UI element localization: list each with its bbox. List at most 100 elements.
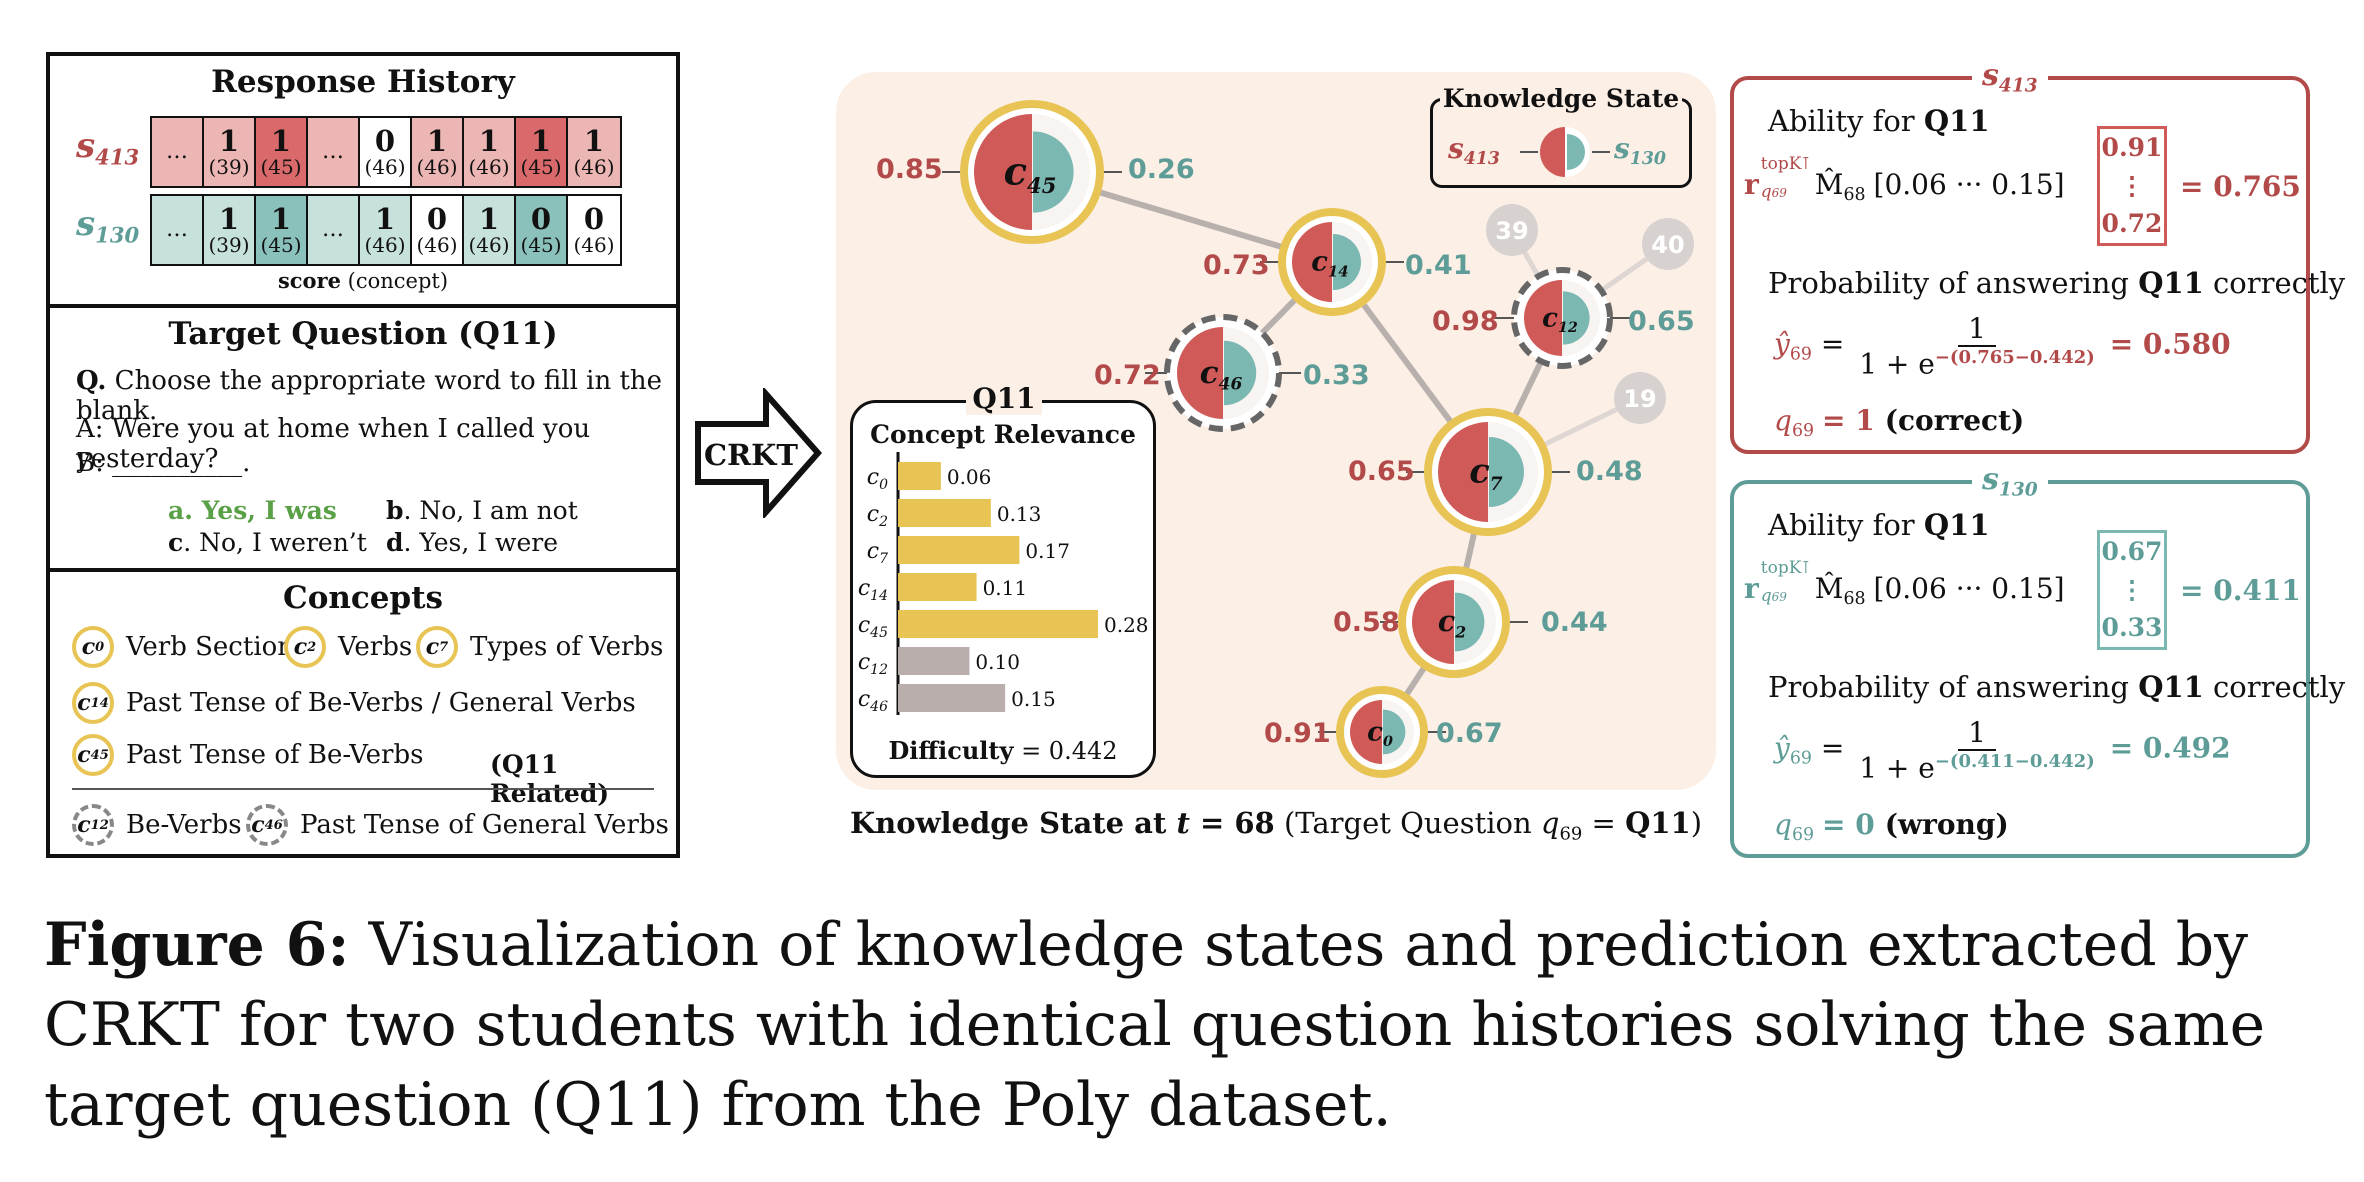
history-cell: …	[152, 118, 204, 186]
category-label: c7	[867, 539, 888, 567]
node-c14-right-value: 0.41	[1405, 250, 1472, 281]
history-cell-concept: (46)	[468, 232, 510, 257]
target-question-panel: Target Question (Q11) Q. Choose the appr…	[46, 304, 680, 572]
bar	[898, 684, 1006, 712]
node-c0-left-value: 0.91	[1264, 718, 1331, 749]
prediction-panel-413	[1730, 76, 2310, 454]
history-cell-score: 1	[218, 202, 240, 237]
concepts-title: Concepts	[283, 580, 443, 616]
node-c45-left-value: 0.85	[876, 154, 943, 185]
history-cell-score: …	[166, 139, 188, 165]
difficulty-text: Difficulty = 0.442	[888, 736, 1118, 765]
bar-value-label: 0.17	[1025, 539, 1070, 563]
history-cell: 1 (45)	[256, 196, 308, 264]
history-cell-score: 1	[374, 202, 396, 237]
node-c12-right-value: 0.65	[1628, 306, 1695, 337]
node-right-half	[1383, 709, 1406, 755]
bar	[898, 536, 1020, 564]
bar	[898, 462, 941, 490]
history-cell: …	[308, 118, 360, 186]
category-label: c0	[867, 465, 888, 493]
bar-value-label: 0.11	[983, 576, 1028, 600]
history-cell: 0 (46)	[568, 196, 620, 264]
panel-130-prob-label: Probability of answering Q11 correctly	[1768, 670, 2346, 704]
history-cell: 0 (45)	[516, 196, 568, 264]
history-cell-score: …	[322, 139, 344, 165]
history-cell: 0 (46)	[412, 196, 464, 264]
node-c46-right-value: 0.33	[1303, 360, 1370, 391]
node-left-half	[1524, 280, 1562, 356]
history-cell: 1 (45)	[516, 118, 568, 186]
node-c7-left-value: 0.65	[1348, 456, 1415, 487]
question-prompt: Q. Choose the appropriate word to fill i…	[76, 366, 663, 426]
history-cell-concept: (46)	[573, 154, 615, 179]
response-history-panel: Response History s413 … 1 (39) 1 (45)… 0 (46) 1…	[46, 52, 680, 308]
history-cell-score: 0	[583, 202, 605, 237]
category-label: c2	[867, 502, 888, 530]
node-right-half	[1455, 592, 1485, 652]
history-cell-score: …	[322, 217, 344, 243]
bar-value-label: 0.15	[1011, 687, 1056, 711]
response-history-title: Response History	[211, 64, 515, 100]
history-cell-score: 1	[218, 124, 240, 159]
history-cell-concept: (46)	[468, 154, 510, 179]
node-right-half	[1224, 340, 1257, 406]
history-cell-concept: (46)	[416, 232, 458, 257]
history-cell-score: 0	[374, 124, 396, 159]
concept-c14: c 14 Past Tense of Be-Verbs / General Ver…	[72, 682, 636, 724]
history-cell: 1 (46)	[412, 118, 464, 186]
figure-caption: Figure 6: Visualization of knowledge sta…	[44, 910, 2266, 1140]
concept-relevance-chart: 0.06 c0 0.13 c2 0.17 c7 0.11 c14 0.28 c45 0.10 c12 0…	[858, 452, 1149, 715]
history-cell: 1 (46)	[464, 196, 516, 264]
history-cell: 1 (45)	[256, 118, 308, 186]
node-right-half	[1033, 131, 1074, 213]
node-c12-left-value: 0.98	[1432, 306, 1499, 337]
node-c7-right-value: 0.48	[1576, 456, 1643, 487]
history-cell-score: …	[166, 217, 188, 243]
legend-title: Knowledge State	[1440, 84, 1682, 113]
node-right-half	[1333, 234, 1361, 290]
history-cell-concept: (46)	[364, 154, 406, 179]
history-cell-score: 1	[270, 202, 292, 237]
node-right-half	[1489, 437, 1524, 507]
history-cell: 1 (46)	[568, 118, 620, 186]
bar-value-label: 0.06	[947, 465, 992, 489]
ghost-node-label: 39	[1495, 217, 1528, 245]
panel-413-ability-formula: r topK⊺ q69 M̂68 [0.06 ··· 0.15]	[1744, 154, 2065, 206]
panel-130-outcome: q69 = 0 (wrong)	[1774, 808, 2009, 846]
graph-caption: Knowledge State at t = 68 (Target Questi…	[849, 806, 1703, 845]
history-cell-concept: (46)	[416, 154, 458, 179]
history-cell-concept: (45)	[260, 232, 302, 257]
history-cell-concept: (39)	[208, 232, 250, 257]
node-left-half	[1350, 700, 1382, 764]
option-a: a. Yes, I was	[168, 496, 337, 525]
history-cell-concept: (39)	[208, 154, 250, 179]
history-cell: 1 (39)	[204, 118, 256, 186]
panel-413-ability: Ability for Q11	[1768, 104, 1990, 138]
bar	[898, 610, 1098, 638]
node-c46-left-value: 0.72	[1094, 360, 1161, 391]
history-row-413: … 1 (39) 1 (45)… 0 (46) 1 (46) 1 (46) 1 (45) 1 (46)	[150, 116, 622, 188]
student-label-413: s413	[76, 126, 140, 170]
history-cell-concept: (45)	[520, 154, 562, 179]
history-cell-score: 1	[583, 124, 605, 159]
question-line-b: B: __________.	[76, 448, 251, 478]
history-cell-score: 0	[426, 202, 448, 237]
panel-130-ability-formula: r topK⊺ q69 M̂68 [0.06 ··· 0.15]	[1744, 558, 2065, 610]
history-cell: …	[308, 196, 360, 264]
history-cell: 1 (39)	[204, 196, 256, 264]
relevance-title: Q11	[966, 382, 1042, 415]
concept-badge-c14: c 14	[72, 682, 114, 724]
panel-413-outcome: q69 = 1 (correct)	[1774, 404, 2025, 442]
ghost-node	[1486, 204, 1538, 256]
option-d: d. Yes, I were	[386, 528, 558, 557]
ghost-node-label: 40	[1651, 231, 1684, 259]
ghost-node-label: 19	[1623, 385, 1656, 413]
